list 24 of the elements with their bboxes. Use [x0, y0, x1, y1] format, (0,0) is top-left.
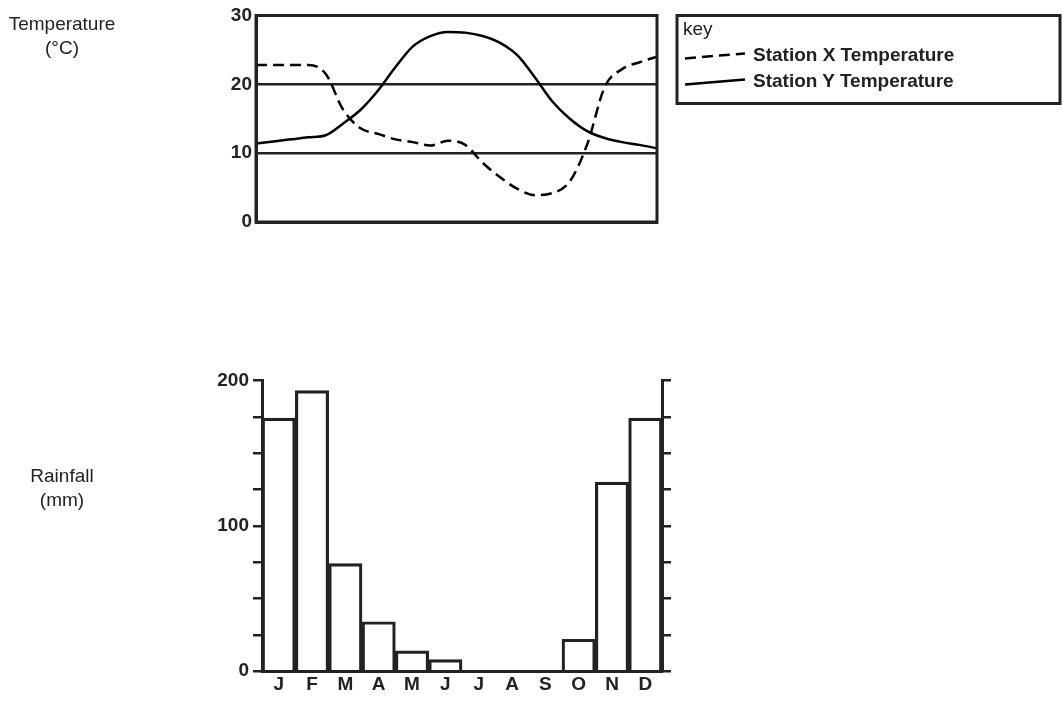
x-tick-label: D	[638, 672, 653, 694]
legend-label: Station Y Temperature	[753, 69, 954, 91]
x-tick-label: J	[440, 672, 451, 694]
x-tick-label: A	[505, 672, 520, 694]
x-tick-label: F	[306, 672, 318, 694]
x-tick-label: S	[538, 672, 552, 694]
x-tick-label: N	[605, 672, 619, 694]
x-tick-label: O	[571, 672, 587, 694]
y-tick-label: 0	[241, 210, 252, 232]
y-tick-label: 0	[238, 659, 249, 681]
x-tick-label: A	[371, 672, 386, 694]
y-tick-label: 200	[217, 368, 249, 390]
y-axis-title: Temperature (°C)	[8, 13, 116, 59]
legend-label: Station X Temperature	[753, 43, 955, 65]
legend-title: key	[683, 17, 714, 39]
x-tick-label: J	[273, 672, 284, 694]
y-tick-label: 10	[230, 141, 252, 163]
x-tick-label: J	[473, 672, 484, 694]
y-tick-label: 20	[230, 72, 252, 94]
y-tick-label: 100	[217, 514, 249, 536]
y-tick-label: 30	[230, 3, 252, 25]
x-tick-label: M	[337, 672, 354, 694]
y-axis-title: Rainfall (mm)	[30, 465, 94, 511]
x-tick-label: M	[404, 672, 420, 694]
